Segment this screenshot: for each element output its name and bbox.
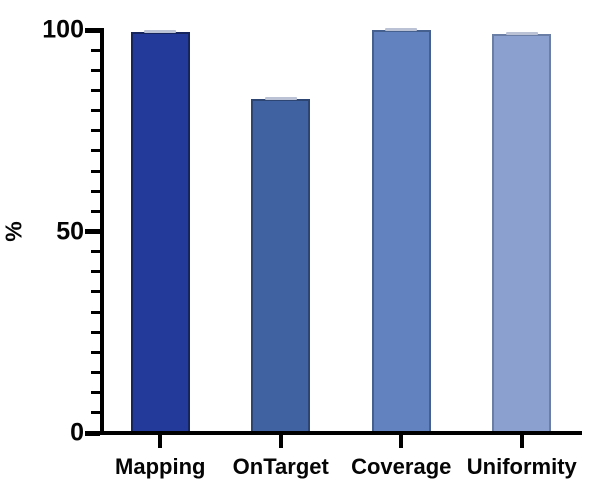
bar-ontarget	[251, 96, 311, 434]
y-minor-tick	[91, 330, 100, 334]
y-minor-tick	[91, 350, 100, 354]
y-minor-tick	[91, 169, 100, 173]
x-tick-label: Uniformity	[466, 454, 577, 479]
x-tick	[278, 435, 283, 448]
error-bar-cap	[144, 30, 177, 33]
x-axis-line	[85, 431, 582, 435]
y-minor-tick	[91, 411, 100, 415]
y-minor-tick	[91, 371, 100, 375]
y-tick-label: 100	[42, 15, 84, 44]
y-minor-tick	[91, 250, 100, 254]
y-minor-tick	[91, 109, 100, 113]
error-bar-cap	[385, 28, 418, 31]
x-tick-label: OnTarget	[232, 454, 329, 479]
y-minor-tick	[91, 48, 100, 52]
y-minor-tick	[91, 68, 100, 72]
y-minor-tick	[91, 209, 100, 213]
y-tick-label: 0	[70, 418, 84, 447]
y-minor-tick	[91, 310, 100, 314]
bar-uniformity	[492, 32, 552, 434]
y-major-tick	[85, 229, 100, 234]
y-minor-tick	[91, 88, 100, 92]
y-minor-tick	[91, 270, 100, 274]
y-minor-tick	[91, 129, 100, 133]
bar-coverage	[371, 28, 431, 434]
y-minor-tick	[91, 391, 100, 395]
y-minor-tick	[91, 290, 100, 294]
y-major-tick	[85, 27, 100, 33]
y-tick-label: 50	[56, 217, 84, 245]
y-minor-tick	[91, 149, 100, 153]
x-tick-label: Coverage	[351, 454, 452, 479]
error-bar-cap	[264, 96, 297, 100]
x-tick	[158, 435, 163, 448]
error-bar-cap	[505, 32, 538, 36]
x-tick	[519, 435, 524, 448]
bar-mapping	[130, 30, 190, 434]
x-tick-label: Mapping	[115, 454, 206, 479]
y-minor-tick	[91, 189, 100, 193]
y-axis-line	[100, 28, 104, 435]
x-tick	[399, 435, 404, 448]
